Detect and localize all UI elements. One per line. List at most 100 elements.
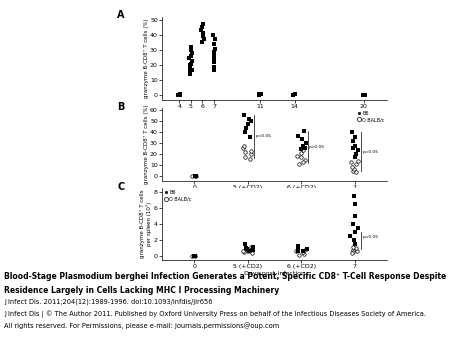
Point	[175, 92, 182, 97]
Point	[256, 91, 263, 97]
Y-axis label: granzyme B-CD8⁺ T cells (%): granzyme B-CD8⁺ T cells (%)	[144, 19, 149, 98]
Point	[188, 44, 195, 50]
Point	[198, 25, 206, 30]
Text: J Infect Dis | © The Author 2011. Published by Oxford University Press on behalf: J Infect Dis | © The Author 2011. Publis…	[4, 310, 427, 318]
Point	[199, 31, 206, 36]
Point	[186, 55, 193, 60]
Point	[351, 201, 358, 207]
Point	[302, 141, 310, 146]
Point	[352, 169, 360, 175]
Point	[299, 160, 306, 165]
Point	[186, 63, 194, 68]
Text: A: A	[117, 10, 125, 20]
Point	[350, 247, 357, 252]
Point	[210, 32, 217, 38]
Point	[211, 41, 218, 47]
Point	[295, 243, 302, 248]
Point	[211, 49, 218, 54]
Point	[249, 244, 256, 249]
Point	[246, 117, 253, 122]
Point	[354, 147, 361, 153]
Point	[243, 245, 250, 251]
Text: All rights reserved. For Permissions, please e-mail: journals.permissions@oup.co: All rights reserved. For Permissions, pl…	[4, 322, 280, 329]
X-axis label: Days post-infection: Days post-infection	[244, 271, 305, 276]
Point	[295, 162, 302, 167]
Point	[188, 173, 195, 179]
Point	[302, 157, 309, 163]
Point	[349, 145, 356, 150]
Point	[211, 46, 218, 51]
Point	[240, 143, 247, 148]
Point	[294, 133, 302, 138]
Point	[243, 125, 250, 131]
Point	[241, 241, 248, 247]
Text: p<0.05: p<0.05	[362, 150, 378, 154]
Legend: B6, O BALB/c: B6, O BALB/c	[357, 111, 385, 122]
Point	[176, 92, 183, 97]
Point	[300, 147, 307, 153]
Point	[350, 193, 357, 198]
Point	[299, 249, 306, 254]
Point	[301, 128, 308, 134]
Point	[191, 173, 198, 179]
Point	[256, 92, 263, 97]
Point	[355, 158, 362, 164]
Point	[247, 156, 254, 162]
Point	[349, 168, 356, 174]
Text: p<0.05: p<0.05	[309, 145, 325, 149]
Point	[257, 91, 265, 96]
Point	[298, 136, 306, 142]
Point	[300, 249, 307, 255]
Point	[193, 173, 200, 179]
Point	[245, 248, 252, 253]
Point	[249, 250, 256, 256]
Point	[242, 130, 249, 135]
X-axis label: Days post-infection: Days post-infection	[244, 191, 305, 196]
Point	[241, 154, 248, 159]
Point	[187, 53, 194, 59]
Point	[186, 65, 194, 71]
Point	[240, 249, 247, 254]
Point	[210, 67, 217, 72]
Point	[350, 139, 357, 144]
Point	[176, 92, 183, 97]
Point	[244, 246, 252, 252]
Point	[248, 152, 255, 157]
Point	[176, 92, 184, 97]
Point	[176, 92, 183, 97]
Point	[212, 37, 219, 42]
Point	[350, 249, 357, 255]
Point	[352, 245, 360, 251]
Point	[186, 71, 194, 77]
Point	[302, 145, 309, 150]
Point	[291, 92, 298, 97]
Point	[295, 245, 302, 250]
Text: J Infect Dis. 2011;204(12):1989-1996. doi:10.1093/infdis/jir656: J Infect Dis. 2011;204(12):1989-1996. do…	[4, 298, 213, 305]
Point	[211, 59, 218, 65]
Point	[245, 248, 252, 253]
Point	[297, 146, 305, 152]
Point	[189, 253, 196, 258]
Text: Blood-Stage Plasmodium berghei Infection Generates a Potent, Specific CD8⁺ T-Cel: Blood-Stage Plasmodium berghei Infection…	[4, 272, 447, 281]
Point	[192, 173, 199, 179]
Point	[351, 143, 358, 148]
Point	[303, 246, 310, 252]
Point	[299, 143, 306, 148]
Point	[191, 253, 198, 259]
Point	[292, 92, 299, 97]
Point	[302, 246, 309, 252]
Point	[297, 151, 305, 156]
Point	[350, 221, 357, 226]
Text: p<0.05: p<0.05	[255, 134, 271, 138]
Point	[352, 241, 359, 247]
Point	[294, 248, 302, 253]
Point	[295, 252, 302, 257]
Text: p<0.05: p<0.05	[362, 235, 378, 239]
Point	[193, 173, 200, 178]
Point	[350, 237, 357, 243]
Point	[200, 37, 207, 42]
Point	[244, 121, 252, 126]
Point	[361, 92, 368, 97]
Point	[290, 92, 297, 97]
Point	[240, 249, 248, 255]
